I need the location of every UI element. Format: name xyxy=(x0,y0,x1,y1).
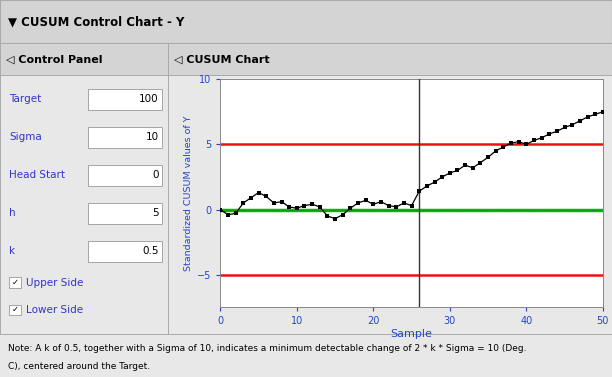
Text: 5: 5 xyxy=(152,208,159,218)
Bar xyxy=(168,43,612,75)
Bar xyxy=(88,241,162,262)
Bar xyxy=(88,165,162,186)
Text: ◁ CUSUM Chart: ◁ CUSUM Chart xyxy=(174,54,270,64)
Text: k: k xyxy=(9,247,15,256)
Text: 0.5: 0.5 xyxy=(142,247,159,256)
Text: ✓: ✓ xyxy=(12,278,19,287)
Bar xyxy=(0,75,168,334)
Text: C), centered around the Target.: C), centered around the Target. xyxy=(8,362,150,371)
Text: 100: 100 xyxy=(139,94,159,104)
Text: 0: 0 xyxy=(152,170,159,180)
Text: ▼ CUSUM Control Chart - Y: ▼ CUSUM Control Chart - Y xyxy=(8,15,184,28)
Text: h: h xyxy=(9,208,16,218)
Text: 10: 10 xyxy=(146,132,159,142)
Bar xyxy=(9,277,21,288)
Bar xyxy=(168,75,612,334)
Text: Lower Side: Lower Side xyxy=(26,305,83,315)
Text: ✓: ✓ xyxy=(12,305,19,314)
Text: Upper Side: Upper Side xyxy=(26,278,83,288)
Bar xyxy=(0,0,612,43)
Text: ◁ Control Panel: ◁ Control Panel xyxy=(6,54,103,64)
Bar xyxy=(88,89,162,110)
X-axis label: Sample: Sample xyxy=(390,329,433,339)
Bar xyxy=(88,127,162,148)
Text: Head Start: Head Start xyxy=(9,170,65,180)
Bar xyxy=(88,203,162,224)
Bar xyxy=(0,43,168,75)
Text: Sigma: Sigma xyxy=(9,132,42,142)
Text: Note: A k of 0.5, together with a Sigma of 10, indicates a minimum detectable ch: Note: A k of 0.5, together with a Sigma … xyxy=(8,344,526,353)
Text: Target: Target xyxy=(9,94,42,104)
Bar xyxy=(9,305,21,315)
Y-axis label: Standardized CUSUM values of Y: Standardized CUSUM values of Y xyxy=(184,115,193,271)
Bar xyxy=(0,334,612,377)
